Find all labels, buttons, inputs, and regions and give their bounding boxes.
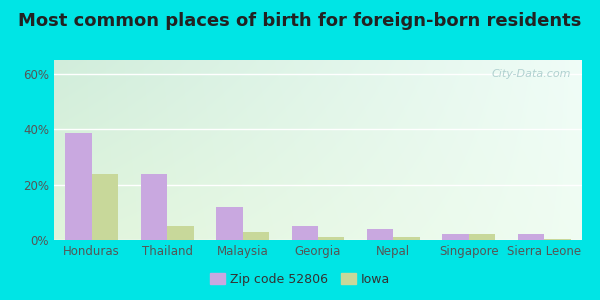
Text: City-Data.com: City-Data.com xyxy=(492,69,571,79)
Bar xyxy=(141,173,167,240)
Bar xyxy=(318,237,344,240)
Bar xyxy=(242,232,269,240)
Bar xyxy=(167,226,194,240)
Bar xyxy=(394,237,420,240)
Bar xyxy=(65,134,92,240)
Bar xyxy=(216,207,242,240)
Bar xyxy=(292,226,318,240)
Bar xyxy=(544,238,571,240)
Bar xyxy=(442,235,469,240)
Bar xyxy=(367,229,394,240)
Bar xyxy=(518,235,544,240)
Bar xyxy=(469,235,495,240)
Legend: Zip code 52806, Iowa: Zip code 52806, Iowa xyxy=(205,268,395,291)
Text: Most common places of birth for foreign-born residents: Most common places of birth for foreign-… xyxy=(19,12,581,30)
Bar xyxy=(92,173,118,240)
